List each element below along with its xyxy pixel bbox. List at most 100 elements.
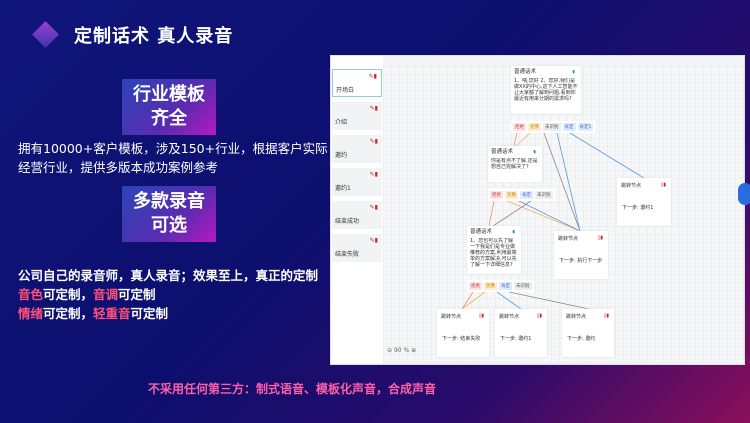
node-text: 1、喂,您好 2、您好,我们是做XX的中心,这下人工智能不让大家都了解到问题,看… bbox=[514, 78, 578, 102]
text: 可定制， bbox=[43, 306, 94, 321]
next-step: 下一步: 结束失败 bbox=[442, 336, 481, 342]
desc-line: 公司自己的录音师，真人录音；效果至上，真正的定制 bbox=[18, 268, 319, 283]
zoom-control: ⊖ 90 % ⊕ bbox=[387, 347, 416, 354]
branch-tag[interactable]: 未识别 bbox=[543, 123, 561, 131]
node-title: 跳转节点 bbox=[499, 314, 520, 320]
next-step: 下一步: 邀约1 bbox=[500, 336, 532, 342]
jump-node[interactable]: 跳转节点 ▯▮ 下一步: 邀约1 bbox=[495, 309, 547, 357]
branch-tags: 拒绝 犹豫 肯定 未识别 bbox=[467, 280, 534, 292]
connector bbox=[508, 291, 590, 310]
branch-tag[interactable]: 肯定 bbox=[520, 191, 533, 199]
node-title: 跳转节点 bbox=[441, 314, 462, 320]
sidebar-item[interactable]: ✎▮ 介绍 bbox=[332, 102, 382, 130]
edit-delete-icon[interactable]: ✎▮ bbox=[369, 138, 378, 145]
sidebar-label: 邀约1 bbox=[335, 185, 351, 192]
connection-lines bbox=[461, 132, 645, 310]
edit-delete-icon[interactable]: ▯▮ bbox=[660, 182, 666, 188]
desc-recordings: 公司自己的录音师，真人录音；效果至上，真正的定制 音色可定制，音调可定制 情绪可… bbox=[18, 266, 318, 323]
connector bbox=[556, 132, 581, 232]
branch-tag[interactable]: 肯定 bbox=[562, 123, 576, 131]
desc-templates: 拥有10000+客户模板，涉及150+行业，根据客户实际 经营行业，提供多版本成功… bbox=[18, 139, 328, 177]
connector bbox=[513, 132, 518, 147]
script-node[interactable]: 普通话术 ◖ 1、喂,您好 2、您好,我们是做XX的中心,这下人工智能不让大家都了解… bbox=[511, 66, 581, 114]
jump-node[interactable]: 跳转节点 ▯▮ 下一步: 执行下一步 bbox=[554, 231, 608, 279]
connector bbox=[569, 132, 645, 179]
branch-tags: 拒绝 犹豫 未识别 肯定 肯定1 bbox=[511, 121, 596, 133]
branch-tag[interactable]: 拒绝 bbox=[469, 282, 482, 290]
diamond-logo-icon bbox=[32, 21, 59, 48]
sidebar-label: 开场白 bbox=[336, 87, 355, 94]
edit-delete-icon[interactable]: ✎▮ bbox=[369, 237, 378, 244]
jump-node[interactable]: 跳转节点 ▯▮ 下一步: 邀约1 bbox=[617, 178, 671, 226]
branch-tag[interactable]: 拒绝 bbox=[513, 123, 526, 131]
next-step: 下一步: 执行下一步 bbox=[559, 258, 603, 264]
node-title: 跳转节点 bbox=[558, 236, 579, 242]
script-node[interactable]: 普通话术 ◖ 你是有点不了解,还是想自己完解决了? bbox=[488, 146, 542, 182]
desc-line: 拥有10000+客户模板，涉及150+行业，根据客户实际 bbox=[18, 141, 328, 156]
branch-tag[interactable]: 肯定1 bbox=[577, 123, 594, 131]
node-text: 你是有点不了解,还是想自己完解决了? bbox=[491, 158, 538, 170]
node-text: 1、您也可以先了解一下我是们是专业做推荐的方案,利用最简单的方案解决,可以先了解… bbox=[470, 238, 517, 268]
connector bbox=[518, 200, 581, 232]
edit-delete-icon[interactable]: ▯▮ bbox=[597, 235, 603, 241]
highlight: 情绪 bbox=[18, 306, 44, 321]
sidebar-label: 结束成功 bbox=[335, 218, 360, 225]
branch-tag[interactable]: 未识别 bbox=[514, 282, 532, 290]
edit-delete-icon[interactable]: ▯▮ bbox=[536, 313, 542, 319]
connector bbox=[496, 291, 522, 310]
node-title: 普通话术 bbox=[514, 69, 537, 75]
sidebar-label: 结束失败 bbox=[335, 251, 360, 258]
branch-tags: 拒绝 犹豫 肯定 未识别 bbox=[488, 189, 555, 201]
speaker-icon[interactable]: ◖ bbox=[572, 69, 575, 75]
sidebar-item[interactable]: ✎▮ 邀约1 bbox=[332, 168, 382, 196]
zoom-out-icon[interactable]: ⊖ bbox=[387, 347, 393, 354]
sidebar-item[interactable]: ✎▮ 结束失败 bbox=[332, 234, 382, 262]
footer-note: 不采用任何第三方：制式语音、模板化声音，合成声音 bbox=[148, 382, 437, 396]
edit-delete-icon[interactable]: ✎▮ bbox=[369, 171, 378, 178]
connector bbox=[492, 200, 532, 227]
sidebar-item[interactable]: ✎▮ 开场白 bbox=[332, 69, 382, 97]
branch-tag[interactable]: 犹豫 bbox=[528, 123, 541, 131]
branch-tag[interactable]: 犹豫 bbox=[484, 282, 497, 290]
script-node[interactable]: 普通话术 ◖ 1、您也可以先了解一下我是们是专业做推荐的方案,利用最简单的方案解决,… bbox=[467, 226, 521, 274]
edit-delete-icon[interactable]: ✎▮ bbox=[368, 73, 377, 80]
zoom-level: 90 % bbox=[393, 347, 410, 354]
badge-line: 齐全 bbox=[151, 108, 187, 129]
sidebar-item[interactable]: ✎▮ 结束成功 bbox=[332, 201, 382, 229]
text: 可定制 bbox=[118, 287, 156, 302]
edit-delete-icon[interactable]: ✎▮ bbox=[369, 105, 378, 112]
branch-tag[interactable]: 肯定 bbox=[499, 282, 512, 290]
page-title: 定制话术 真人录音 bbox=[74, 26, 234, 47]
phone-button[interactable] bbox=[738, 183, 750, 205]
highlight: 音调 bbox=[93, 287, 119, 302]
jump-node[interactable]: 跳转节点 ▯▮ 下一步: 邀约 bbox=[562, 309, 614, 357]
sidebar-label: 介绍 bbox=[335, 119, 348, 126]
connector bbox=[543, 132, 581, 232]
flow-sidebar: ✎▮ 开场白 ✎▮ 介绍 ✎▮ 邀约 ✎▮ 邀约1 ✎▮ 结束成功 ✎▮ 结束失败 bbox=[331, 56, 383, 364]
branch-tag[interactable]: 拒绝 bbox=[490, 191, 503, 199]
jump-node[interactable]: 跳转节点 ▯▮ 下一步: 结束失败 bbox=[437, 309, 489, 357]
connector bbox=[515, 132, 531, 147]
speaker-icon[interactable]: ◖ bbox=[512, 229, 515, 235]
zoom-in-icon[interactable]: ⊕ bbox=[411, 347, 417, 354]
node-title: 普通话术 bbox=[491, 149, 514, 155]
edit-delete-icon[interactable]: ▯▮ bbox=[603, 313, 609, 319]
edit-delete-icon[interactable]: ✎▮ bbox=[369, 204, 378, 211]
branch-tag[interactable]: 未识别 bbox=[535, 191, 553, 199]
badge-line: 多款录音 bbox=[133, 191, 205, 212]
flow-editor-screenshot: ✎▮ 开场白 ✎▮ 介绍 ✎▮ 邀约 ✎▮ 邀约1 ✎▮ 结束成功 ✎▮ 结束失败 普通话术… bbox=[330, 55, 745, 365]
badge-industry-templates: 行业模板 齐全 bbox=[122, 79, 216, 135]
speaker-icon[interactable]: ◖ bbox=[533, 149, 536, 155]
next-step: 下一步: 邀约 bbox=[567, 336, 596, 342]
sidebar-label: 邀约 bbox=[335, 152, 348, 159]
connector bbox=[461, 291, 486, 310]
branch-tag[interactable]: 犹豫 bbox=[505, 191, 518, 199]
connector bbox=[488, 200, 495, 227]
node-title: 跳转节点 bbox=[621, 183, 642, 189]
edit-delete-icon[interactable]: ▯▮ bbox=[478, 313, 484, 319]
connector bbox=[506, 200, 581, 232]
sidebar-item[interactable]: ✎▮ 邀约 bbox=[332, 135, 382, 163]
badge-recordings: 多款录音 可选 bbox=[122, 186, 216, 242]
connector bbox=[461, 291, 474, 310]
highlight: 轻重音 bbox=[93, 306, 131, 321]
